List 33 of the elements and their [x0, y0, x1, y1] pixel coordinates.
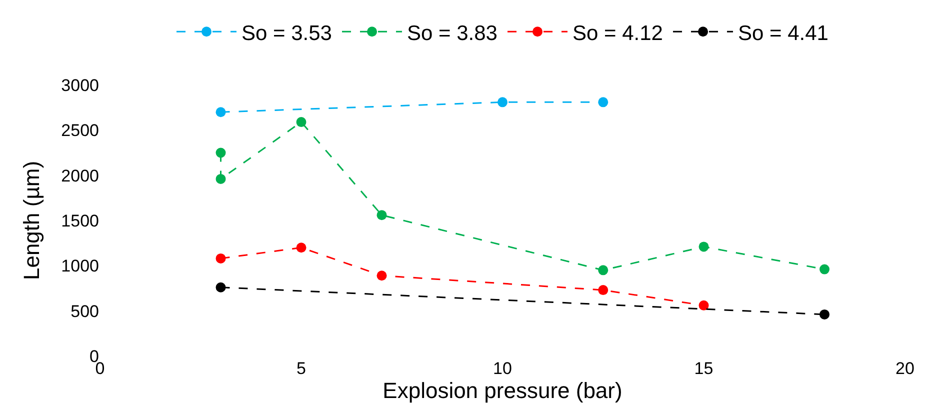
point: [598, 265, 608, 276]
x-axis-title: Explosion pressure (bar): [382, 378, 622, 403]
x-tick-label: 15: [694, 359, 714, 378]
y-tick-label: 1000: [61, 256, 99, 276]
point: [698, 242, 709, 252]
point: [216, 282, 226, 292]
point: [598, 285, 608, 296]
point: [296, 117, 306, 128]
point: [296, 242, 306, 253]
point: [820, 264, 830, 274]
point: [216, 148, 226, 158]
y-axis-title: Length (µm): [18, 160, 44, 280]
y-tick-label: 1500: [61, 211, 99, 230]
legend-label: So = 4.12: [572, 22, 663, 45]
legend-label: So = 3.83: [407, 22, 498, 45]
y-tick-label: 2000: [61, 166, 99, 186]
point: [216, 107, 226, 118]
point: [216, 253, 226, 264]
point: [216, 174, 226, 184]
x-tick-label: 10: [493, 359, 512, 378]
point: [498, 97, 508, 108]
y-tick-label: 500: [70, 302, 99, 321]
legend-label: So = 3.53: [242, 22, 332, 45]
y-tick-label: 3000: [61, 76, 99, 95]
x-tick-label: 5: [296, 359, 306, 378]
point: [376, 210, 387, 220]
point: [820, 309, 830, 320]
legend-label: So = 4.41: [738, 22, 828, 45]
point: [376, 270, 387, 281]
y-tick-label: 2500: [61, 121, 99, 140]
point: [598, 97, 608, 108]
point: [698, 300, 709, 310]
x-tick-label: 20: [896, 359, 914, 378]
